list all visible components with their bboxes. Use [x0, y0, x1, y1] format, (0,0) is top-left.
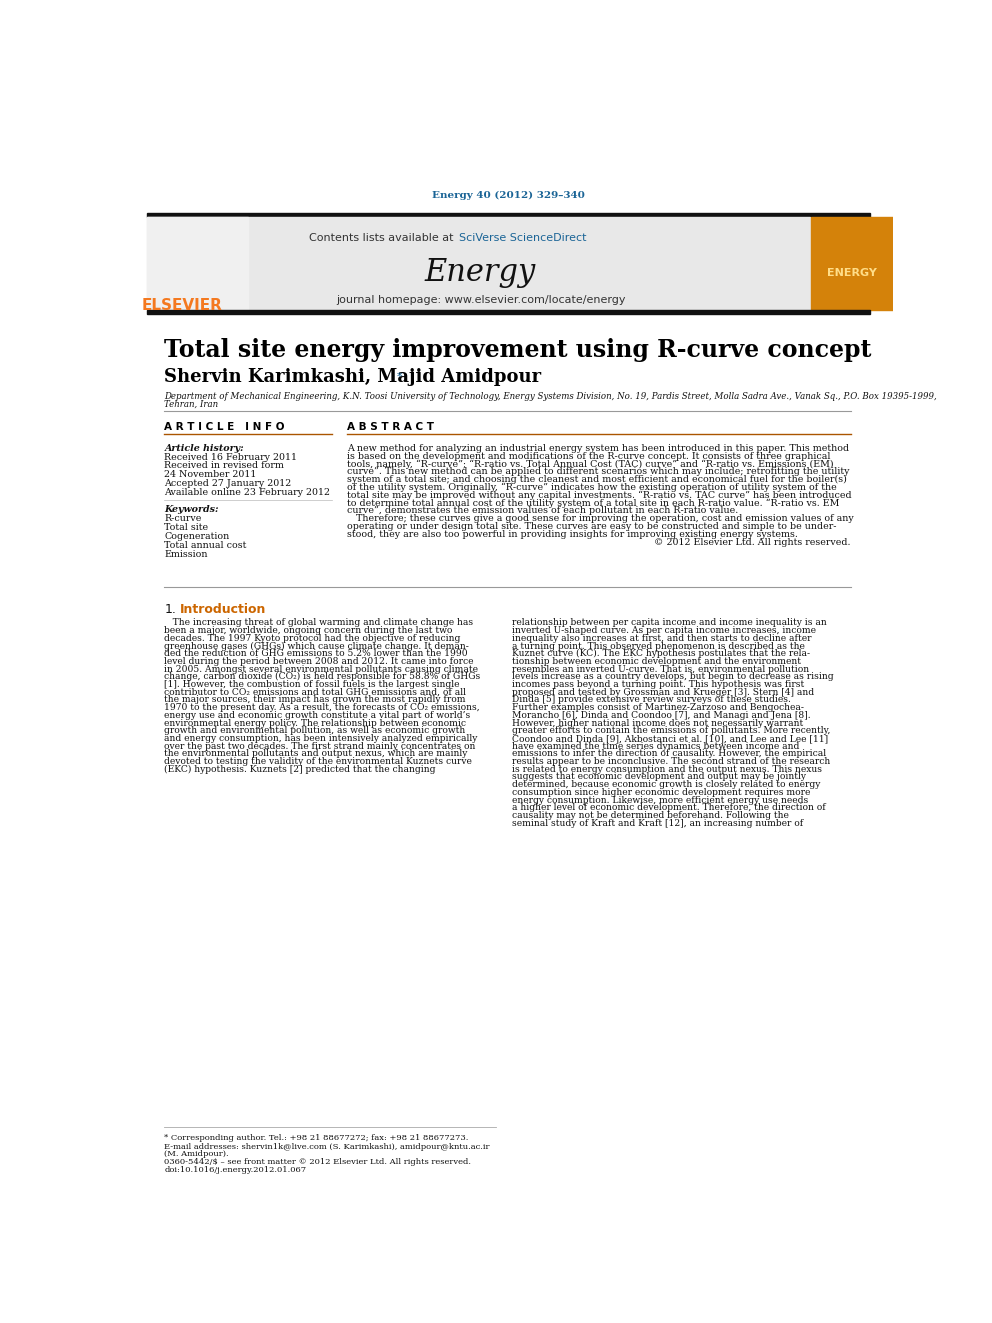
- Text: A R T I C L E   I N F O: A R T I C L E I N F O: [165, 422, 285, 431]
- Text: of the utility system. Originally, “R-curve” indicates how the existing operatio: of the utility system. Originally, “R-cu…: [347, 483, 837, 492]
- Text: 0360-5442/$ – see front matter © 2012 Elsevier Ltd. All rights reserved.: 0360-5442/$ – see front matter © 2012 El…: [165, 1158, 471, 1166]
- Bar: [810, 217, 893, 310]
- Text: suggests that economic development and output may be jointly: suggests that economic development and o…: [512, 773, 806, 782]
- Text: emissions to infer the direction of causality. However, the empirical: emissions to infer the direction of caus…: [512, 749, 825, 758]
- Text: Contents lists available at: Contents lists available at: [310, 233, 457, 243]
- Bar: [147, 217, 248, 310]
- Text: Further examples consist of Martinez-Zarzoso and Bengochea-: Further examples consist of Martinez-Zar…: [512, 703, 804, 712]
- Text: R-curve: R-curve: [165, 515, 201, 523]
- Text: stood, they are also too powerful in providing insights for improving existing e: stood, they are also too powerful in pro…: [347, 531, 799, 538]
- Text: energy consumption. Likewise, more efficient energy use needs: energy consumption. Likewise, more effic…: [512, 795, 807, 804]
- Text: ELSEVIER: ELSEVIER: [142, 298, 222, 312]
- Text: Received 16 February 2011: Received 16 February 2011: [165, 452, 298, 462]
- Text: Accepted 27 January 2012: Accepted 27 January 2012: [165, 479, 292, 488]
- Text: Total site energy improvement using R-curve concept: Total site energy improvement using R-cu…: [165, 337, 872, 361]
- Text: Article history:: Article history:: [165, 443, 244, 452]
- Text: been a major, worldwide, ongoing concern during the last two: been a major, worldwide, ongoing concern…: [165, 626, 452, 635]
- Text: growth and environmental pollution, as well as economic growth: growth and environmental pollution, as w…: [165, 726, 465, 736]
- Text: Total annual cost: Total annual cost: [165, 541, 247, 549]
- Text: change, carbon dioxide (CO₂) is held responsible for 58.8% of GHGs: change, carbon dioxide (CO₂) is held res…: [165, 672, 480, 681]
- Text: Keywords:: Keywords:: [165, 505, 219, 515]
- Text: Department of Mechanical Engineering, K.N. Toosi University of Technology, Energ: Department of Mechanical Engineering, K.…: [165, 392, 937, 401]
- Text: determined, because economic growth is closely related to energy: determined, because economic growth is c…: [512, 781, 819, 789]
- Text: total site may be improved without any capital investments. “R-ratio vs. TAC cur: total site may be improved without any c…: [347, 491, 852, 500]
- Text: 1.: 1.: [165, 603, 177, 617]
- Text: Energy 40 (2012) 329–340: Energy 40 (2012) 329–340: [432, 191, 585, 200]
- Text: Available online 23 February 2012: Available online 23 February 2012: [165, 488, 330, 497]
- Text: relationship between per capita income and income inequality is an: relationship between per capita income a…: [512, 618, 826, 627]
- Text: *: *: [397, 372, 403, 382]
- Text: a higher level of economic development. Therefore, the direction of: a higher level of economic development. …: [512, 803, 825, 812]
- Text: operating or under design total site. These curves are easy to be constructed an: operating or under design total site. Th…: [347, 523, 836, 532]
- Text: environmental energy policy. The relationship between economic: environmental energy policy. The relatio…: [165, 718, 466, 728]
- Text: Energy: Energy: [425, 257, 536, 288]
- Text: Emission: Emission: [165, 549, 207, 558]
- Text: Received in revised form: Received in revised form: [165, 462, 284, 471]
- Text: Dinda [5] provide extensive review surveys of these studies.: Dinda [5] provide extensive review surve…: [512, 696, 791, 704]
- Text: Introduction: Introduction: [180, 603, 266, 617]
- Text: Coondoo and Dinda [9], Akbostanci et al. [10], and Lee and Lee [11]: Coondoo and Dinda [9], Akbostanci et al.…: [512, 734, 827, 744]
- Text: in 2005. Amongst several environmental pollutants causing climate: in 2005. Amongst several environmental p…: [165, 664, 478, 673]
- Text: decades. The 1997 Kyoto protocol had the objective of reducing: decades. The 1997 Kyoto protocol had the…: [165, 634, 460, 643]
- Text: contributor to CO₂ emissions and total GHG emissions and, of all: contributor to CO₂ emissions and total G…: [165, 688, 466, 697]
- Text: causality may not be determined beforehand. Following the: causality may not be determined beforeha…: [512, 811, 789, 820]
- Text: greater efforts to contain the emissions of pollutants. More recently,: greater efforts to contain the emissions…: [512, 726, 830, 736]
- Text: curve”, demonstrates the emission values of each pollutant in each R-ratio value: curve”, demonstrates the emission values…: [347, 507, 738, 516]
- Text: devoted to testing the validity of the environmental Kuznets curve: devoted to testing the validity of the e…: [165, 757, 472, 766]
- Text: ded the reduction of GHG emissions to 5.2% lower than the 1990: ded the reduction of GHG emissions to 5.…: [165, 650, 468, 659]
- Text: * Corresponding author. Tel.: +98 21 88677272; fax: +98 21 88677273.: * Corresponding author. Tel.: +98 21 886…: [165, 1134, 468, 1142]
- Bar: [147, 217, 809, 310]
- Text: © 2012 Elsevier Ltd. All rights reserved.: © 2012 Elsevier Ltd. All rights reserved…: [655, 538, 851, 546]
- Text: Tehran, Iran: Tehran, Iran: [165, 400, 218, 409]
- Text: tionship between economic development and the environment: tionship between economic development an…: [512, 658, 801, 665]
- Text: greenhouse gases (GHGs) which cause climate change. It deman-: greenhouse gases (GHGs) which cause clim…: [165, 642, 469, 651]
- Text: (EKC) hypothesis. Kuznets [2] predicted that the changing: (EKC) hypothesis. Kuznets [2] predicted …: [165, 765, 435, 774]
- Text: Morancho [6], Dinda and Coondoo [7], and Managi and Jena [8].: Morancho [6], Dinda and Coondoo [7], and…: [512, 710, 810, 720]
- Text: over the past two decades. The first strand mainly concentrates on: over the past two decades. The first str…: [165, 742, 476, 750]
- Text: ENERGY: ENERGY: [826, 267, 877, 278]
- Text: The increasing threat of global warming and climate change has: The increasing threat of global warming …: [165, 618, 473, 627]
- Text: curve”. This new method can be applied to different scenarios which may include;: curve”. This new method can be applied t…: [347, 467, 850, 476]
- Text: journal homepage: www.elsevier.com/locate/energy: journal homepage: www.elsevier.com/locat…: [335, 295, 625, 304]
- Text: is related to energy consumption and the output nexus. This nexus: is related to energy consumption and the…: [512, 765, 821, 774]
- Text: inverted U-shaped curve. As per capita income increases, income: inverted U-shaped curve. As per capita i…: [512, 626, 815, 635]
- Bar: [147, 213, 870, 217]
- Text: 1970 to the present day. As a result, the forecasts of CO₂ emissions,: 1970 to the present day. As a result, th…: [165, 703, 480, 712]
- Text: Total site: Total site: [165, 523, 208, 532]
- Text: Kuznet curve (KC). The EKC hypothesis postulates that the rela-: Kuznet curve (KC). The EKC hypothesis po…: [512, 650, 809, 659]
- Text: A new method for analyzing an industrial energy system has been introduced in th: A new method for analyzing an industrial…: [347, 443, 849, 452]
- Bar: [147, 311, 870, 315]
- Text: inequality also increases at first, and then starts to decline after: inequality also increases at first, and …: [512, 634, 811, 643]
- Text: and energy consumption, has been intensively analyzed empirically: and energy consumption, has been intensi…: [165, 734, 478, 744]
- Text: However, higher national income does not necessarily warrant: However, higher national income does not…: [512, 718, 803, 728]
- Text: SciVerse ScienceDirect: SciVerse ScienceDirect: [458, 233, 586, 243]
- Text: doi:10.1016/j.energy.2012.01.067: doi:10.1016/j.energy.2012.01.067: [165, 1166, 307, 1174]
- Text: resembles an inverted U-curve. That is, environmental pollution: resembles an inverted U-curve. That is, …: [512, 664, 808, 673]
- Text: Therefore; these curves give a good sense for improving the operation, cost and : Therefore; these curves give a good sens…: [347, 515, 854, 524]
- Text: 24 November 2011: 24 November 2011: [165, 470, 257, 479]
- Text: a turning point. This observed phenomenon is described as the: a turning point. This observed phenomeno…: [512, 642, 805, 651]
- Text: A B S T R A C T: A B S T R A C T: [347, 422, 434, 431]
- Text: energy use and economic growth constitute a vital part of world’s: energy use and economic growth constitut…: [165, 710, 470, 720]
- Text: Cogeneration: Cogeneration: [165, 532, 229, 541]
- Text: proposed and tested by Grossman and Krueger [3]. Stern [4] and: proposed and tested by Grossman and Krue…: [512, 688, 813, 697]
- Text: the environmental pollutants and output nexus, which are mainly: the environmental pollutants and output …: [165, 749, 467, 758]
- Text: (M. Amidpour).: (M. Amidpour).: [165, 1150, 229, 1158]
- Text: consumption since higher economic development requires more: consumption since higher economic develo…: [512, 789, 809, 796]
- Text: [1]. However, the combustion of fossil fuels is the largest single: [1]. However, the combustion of fossil f…: [165, 680, 460, 689]
- Text: tools, namely, “R-curve”; “R-ratio vs. Total Annual Cost (TAC) curve” and “R-rat: tools, namely, “R-curve”; “R-ratio vs. T…: [347, 459, 834, 468]
- Text: incomes pass beyond a turning point. This hypothesis was first: incomes pass beyond a turning point. Thi…: [512, 680, 804, 689]
- Text: the major sources, their impact has grown the most rapidly from: the major sources, their impact has grow…: [165, 696, 466, 704]
- Text: Shervin Karimkashi, Majid Amidpour: Shervin Karimkashi, Majid Amidpour: [165, 368, 542, 386]
- Text: seminal study of Kraft and Kraft [12], an increasing number of: seminal study of Kraft and Kraft [12], a…: [512, 819, 803, 828]
- Text: level during the period between 2008 and 2012. It came into force: level during the period between 2008 and…: [165, 658, 474, 665]
- Text: results appear to be inconclusive. The second strand of the research: results appear to be inconclusive. The s…: [512, 757, 829, 766]
- Text: is based on the development and modifications of the R-curve concept. It consist: is based on the development and modifica…: [347, 451, 830, 460]
- Text: have examined the time series dynamics between income and: have examined the time series dynamics b…: [512, 742, 799, 750]
- Text: E-mail addresses: shervin1k@live.com (S. Karimkashi), amidpour@kntu.ac.ir: E-mail addresses: shervin1k@live.com (S.…: [165, 1143, 490, 1151]
- Text: system of a total site; and choosing the cleanest and most efficient and economi: system of a total site; and choosing the…: [347, 475, 847, 484]
- Text: levels increase as a country develops, but begin to decrease as rising: levels increase as a country develops, b…: [512, 672, 833, 681]
- Text: to determine total annual cost of the utility system of a total site in each R-r: to determine total annual cost of the ut…: [347, 499, 839, 508]
